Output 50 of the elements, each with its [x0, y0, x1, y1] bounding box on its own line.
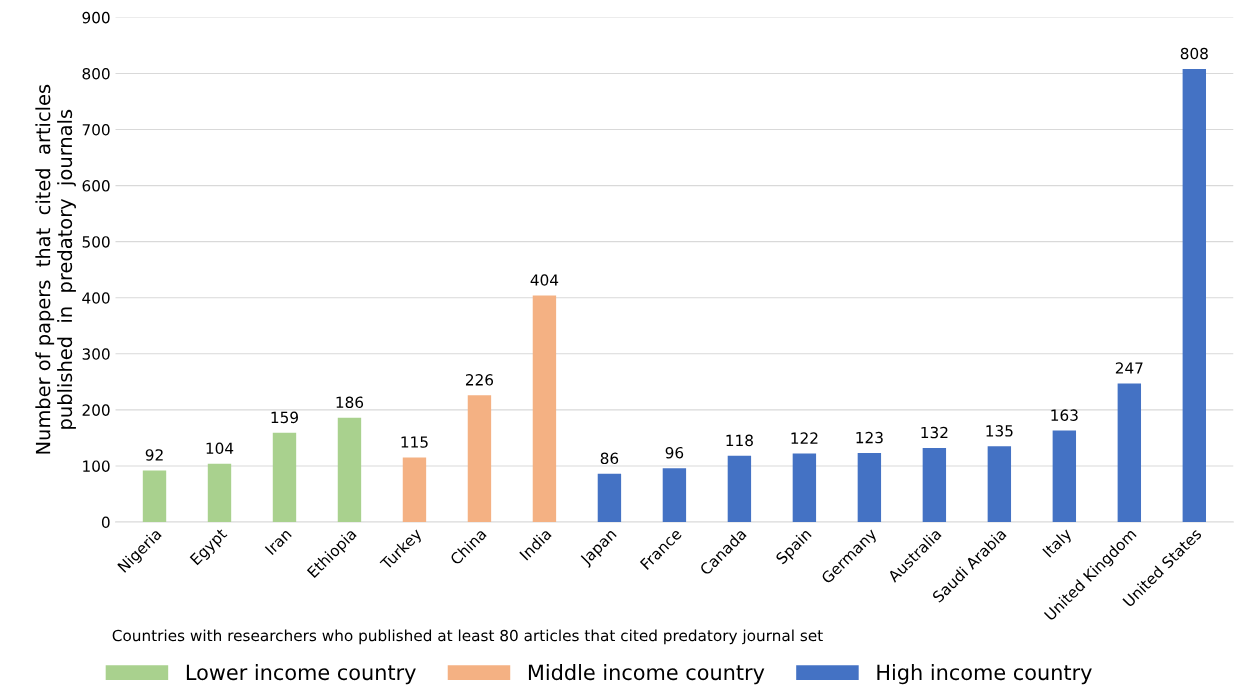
data-label: 186: [336, 396, 364, 409]
bar: [857, 453, 882, 522]
y-tick-label: 200: [82, 404, 110, 416]
y-tick-label: 400: [82, 292, 110, 304]
bar: [532, 295, 557, 522]
data-label: 808: [1180, 47, 1208, 60]
y-axis-title: Number of papers that cited articles published in predatory journals: [35, 84, 76, 454]
data-label: 123: [856, 431, 883, 444]
data-label: 104: [206, 442, 234, 454]
bar: [662, 468, 687, 522]
data-label: 159: [271, 411, 298, 424]
legend-label: Lower income country: [186, 664, 416, 685]
x-axis-title: Countries with researchers who published at least 80 articles that cited predatory journal set: [112, 629, 823, 645]
bar: [987, 446, 1012, 522]
y-tick-label: 900: [82, 11, 110, 24]
data-label: 96: [665, 446, 684, 459]
bar: [1182, 68, 1207, 522]
data-label: 247: [1115, 362, 1143, 374]
y-tick-label: 500: [82, 236, 110, 248]
bar: [1052, 430, 1077, 522]
data-label: 115: [401, 436, 428, 448]
bar: [922, 447, 947, 522]
data-label: 163: [1051, 409, 1078, 421]
bar: [1117, 383, 1142, 522]
x-tick-label: Iran: [264, 528, 292, 556]
y-tick-label: 0: [101, 516, 110, 529]
data-label: 92: [145, 449, 163, 461]
y-tick-label: 100: [83, 460, 110, 472]
data-label: 86: [600, 452, 619, 465]
data-label: 404: [530, 274, 559, 286]
bar: [337, 417, 362, 522]
data-label: 132: [921, 426, 948, 439]
data-label: 226: [465, 374, 494, 386]
data-label: 118: [726, 434, 753, 447]
bar: [467, 395, 492, 522]
y-tick-label: 300: [82, 348, 110, 360]
data-label: 122: [791, 432, 818, 444]
y-tick-label: 600: [82, 180, 110, 192]
bar: [272, 432, 297, 522]
legend-label: Middle income country: [528, 664, 765, 685]
y-tick-label: 700: [82, 124, 110, 136]
bar: [597, 473, 622, 522]
data-label: 135: [986, 425, 1013, 437]
bar: [402, 457, 427, 522]
bar: [207, 463, 232, 522]
bar: [727, 455, 752, 522]
bar: [792, 453, 817, 522]
y-tick-label: 800: [82, 67, 110, 80]
legend-label: High income country: [877, 664, 1092, 685]
bar: [142, 470, 167, 522]
